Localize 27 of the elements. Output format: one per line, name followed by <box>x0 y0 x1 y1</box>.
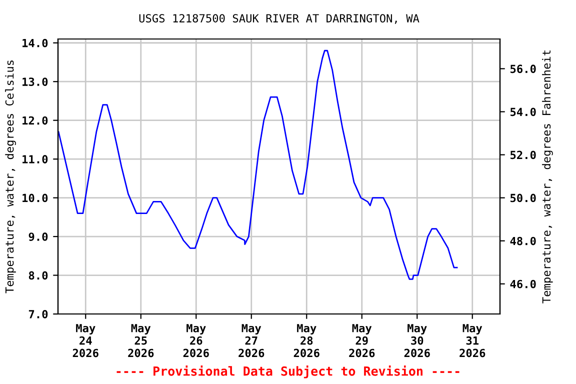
y-tick-label: 13.0 <box>22 78 48 86</box>
y2-tick-label: 56.0 <box>510 64 536 74</box>
x-tick-label: May 26 2026 <box>183 324 209 358</box>
y2-tick-label: 52.0 <box>510 150 536 160</box>
y-tick-label: 10.0 <box>22 194 48 202</box>
y2-tick-label: 48.0 <box>510 236 536 246</box>
y-tick-label: 11.0 <box>22 155 48 164</box>
text: ---- Provisional Data Subject to Revision ---- <box>116 365 460 378</box>
x-tick-label: May 31 2026 <box>460 324 486 358</box>
y-tick-label: 8.0 <box>28 271 48 280</box>
line-series <box>58 50 458 280</box>
x-tick-label: May 27 2026 <box>238 324 264 358</box>
y2-tick-label: 46.0 <box>510 280 536 288</box>
x-tick-label: May 29 2026 <box>349 324 375 358</box>
chart-title: USGS 12187500 SAUK RIVER AT DARRINGTON, WA <box>139 14 420 24</box>
x-tick-label: May 30 2026 <box>404 324 430 358</box>
x-tick-label: May 28 2026 <box>294 324 320 358</box>
x-tick-label: May 24 2026 <box>72 324 98 358</box>
y2-tick-label: 54.0 <box>510 108 536 116</box>
y2-axis-title: Temperature, water, degrees Fahrenheit <box>542 50 553 304</box>
y-axis-title: Temperature, water, degrees Celsius <box>5 60 16 294</box>
y-tick-label: 9.0 <box>28 232 48 241</box>
y-tick-label: 7.0 <box>28 310 48 318</box>
y-tick-label: 14.0 <box>22 38 48 48</box>
x-tick-label: May 25 2026 <box>128 324 154 358</box>
y2-tick-label: 50.0 <box>510 194 536 202</box>
y-tick-label: 12.0 <box>22 116 48 125</box>
